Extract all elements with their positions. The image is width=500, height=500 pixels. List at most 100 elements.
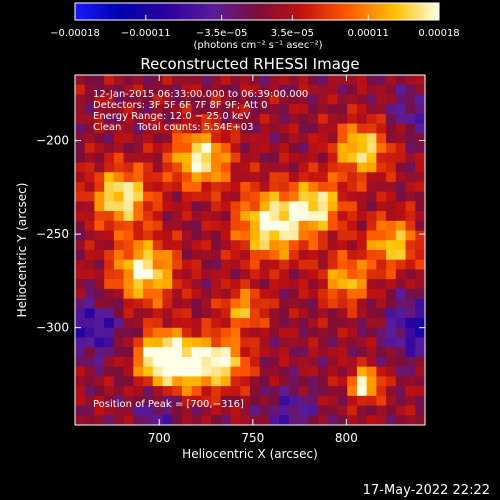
heatmap-cell [230, 230, 241, 241]
heatmap-cell [84, 75, 95, 86]
heatmap-cell [376, 230, 387, 241]
heatmap-cell [191, 376, 202, 387]
heatmap-cell [75, 211, 86, 222]
y-tick-label: −300 [36, 321, 69, 335]
heatmap-cell [366, 366, 377, 377]
heatmap-cell [347, 259, 358, 270]
heatmap-cell [366, 269, 377, 280]
heatmap-cell [84, 288, 95, 300]
heatmap-cell [356, 405, 368, 416]
heatmap-cell [288, 366, 300, 377]
heatmap-cell [211, 415, 222, 425]
heatmap-cell [356, 250, 368, 261]
heatmap-cell [327, 143, 338, 154]
heatmap-cell [220, 143, 231, 154]
heatmap-cell [104, 415, 115, 425]
heatmap-cell [84, 152, 95, 163]
heatmap-cell [172, 298, 183, 309]
heatmap-cell [113, 347, 125, 358]
heatmap-cell [356, 113, 368, 125]
heatmap-cell [327, 250, 338, 261]
heatmap-cell [75, 75, 86, 86]
heatmap-cell [220, 279, 231, 290]
heatmap-cell [75, 152, 86, 163]
heatmap-cell [308, 366, 319, 377]
heatmap-cell [240, 133, 251, 144]
heatmap-cell [230, 259, 241, 270]
heatmap-cell [269, 308, 280, 319]
heatmap-cell [201, 415, 212, 425]
heatmap-cell [347, 376, 358, 387]
heatmap-cell [386, 347, 397, 358]
heatmap-cell [288, 84, 300, 95]
heatmap-cell [356, 75, 368, 86]
heatmap-cell [327, 327, 338, 338]
heatmap-cell [366, 395, 377, 406]
heatmap-cell [327, 240, 338, 251]
heatmap-cell [113, 240, 125, 251]
heatmap-cell [123, 347, 134, 358]
heatmap-cell [133, 84, 144, 95]
heatmap-cell [366, 318, 377, 329]
heatmap-cell [191, 356, 202, 368]
heatmap-cell [395, 366, 406, 377]
heatmap-cell [405, 220, 416, 231]
heatmap-cell [181, 415, 193, 425]
heatmap-cell [250, 279, 261, 290]
heatmap-cell [395, 143, 406, 154]
heatmap-cell [113, 366, 125, 377]
heatmap-cell [279, 191, 290, 202]
heatmap-cell [318, 318, 329, 329]
heatmap-cell [347, 405, 358, 416]
heatmap-cell [94, 201, 105, 212]
heatmap-cell [308, 308, 319, 319]
heatmap-cell [94, 337, 105, 348]
heatmap-cell [75, 181, 86, 193]
heatmap-cell [123, 337, 134, 348]
heatmap-cell [84, 279, 95, 290]
heatmap-cell [395, 123, 406, 134]
heatmap-cell [327, 386, 338, 397]
heatmap-cell [172, 152, 183, 163]
heatmap-cell [376, 152, 387, 163]
heatmap-cell [172, 386, 183, 397]
heatmap-cell [133, 211, 144, 222]
heatmap-cell [162, 308, 173, 319]
heatmap-cell [172, 279, 183, 290]
heatmap-cell [162, 405, 173, 416]
heatmap-cell [415, 250, 425, 261]
heatmap-cell [162, 376, 173, 387]
heatmap-cell [172, 220, 183, 231]
heatmap-cell [75, 240, 86, 251]
heatmap-cell [152, 123, 163, 134]
heatmap-cell [94, 104, 105, 115]
heatmap-cell [298, 250, 309, 261]
chart-title: Reconstructed RHESSI Image [140, 55, 359, 73]
heatmap-cell [123, 133, 134, 144]
heatmap-cell [94, 84, 105, 95]
heatmap-cell [327, 181, 338, 193]
heatmap-cell [327, 113, 338, 125]
heatmap-cell [250, 201, 261, 212]
heatmap-cell [269, 366, 280, 377]
heatmap-cell [415, 318, 425, 329]
heatmap-cell [279, 172, 290, 183]
heatmap-cell [113, 94, 125, 105]
heatmap-cell [376, 181, 387, 193]
heatmap-cell [259, 133, 270, 144]
heatmap-cell [191, 230, 202, 241]
heatmap-cell [94, 250, 105, 261]
heatmap-cell [318, 405, 329, 416]
heatmap-cell [337, 94, 348, 105]
heatmap-cell [211, 395, 222, 406]
heatmap-cell [220, 113, 231, 125]
heatmap-cell [143, 191, 154, 202]
heatmap-cell [152, 327, 163, 338]
heatmap-cell [376, 133, 387, 144]
heatmap-cell [172, 201, 183, 212]
heatmap-cell [123, 94, 134, 105]
heatmap-cell [395, 269, 406, 280]
heatmap-cell [104, 279, 115, 290]
heatmap-cell [395, 376, 406, 387]
heatmap-cell [395, 94, 406, 105]
